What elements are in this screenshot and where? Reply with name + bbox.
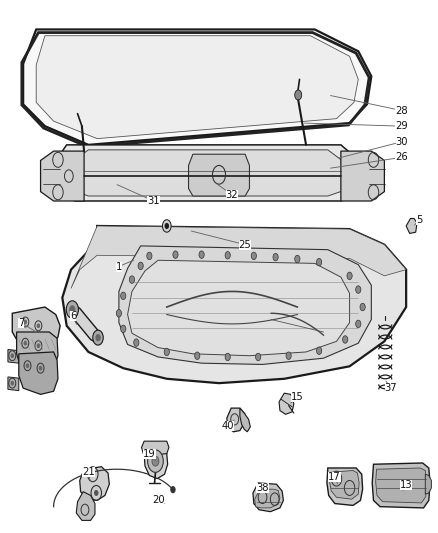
Text: 30: 30 xyxy=(396,137,408,147)
Polygon shape xyxy=(127,260,350,356)
Polygon shape xyxy=(279,393,294,414)
Circle shape xyxy=(93,330,103,345)
Circle shape xyxy=(343,336,348,343)
Text: 38: 38 xyxy=(256,483,269,493)
Polygon shape xyxy=(19,352,58,394)
Circle shape xyxy=(356,320,361,328)
Circle shape xyxy=(194,352,200,359)
Text: 13: 13 xyxy=(400,480,413,490)
Circle shape xyxy=(273,253,278,261)
Circle shape xyxy=(24,320,27,324)
Circle shape xyxy=(66,301,78,318)
Text: 31: 31 xyxy=(148,196,160,206)
Circle shape xyxy=(148,450,163,472)
Text: 28: 28 xyxy=(396,106,408,116)
Circle shape xyxy=(138,262,143,270)
Text: 40: 40 xyxy=(222,421,234,431)
Polygon shape xyxy=(49,145,367,201)
Circle shape xyxy=(162,220,171,232)
Circle shape xyxy=(24,341,27,345)
Polygon shape xyxy=(71,226,406,288)
Circle shape xyxy=(255,353,261,361)
Circle shape xyxy=(286,352,291,359)
Polygon shape xyxy=(62,226,406,383)
Text: 20: 20 xyxy=(152,495,164,505)
Circle shape xyxy=(147,252,152,260)
Circle shape xyxy=(360,303,365,311)
Polygon shape xyxy=(376,468,427,503)
Polygon shape xyxy=(141,441,169,456)
Polygon shape xyxy=(80,467,110,500)
Circle shape xyxy=(171,487,175,493)
Polygon shape xyxy=(188,154,250,196)
Polygon shape xyxy=(69,304,102,343)
Circle shape xyxy=(152,456,159,466)
Text: 19: 19 xyxy=(143,449,156,458)
Circle shape xyxy=(251,252,256,260)
Circle shape xyxy=(295,255,300,263)
Circle shape xyxy=(116,310,121,317)
Polygon shape xyxy=(341,151,385,201)
Circle shape xyxy=(173,251,178,259)
Polygon shape xyxy=(254,489,280,508)
Text: 25: 25 xyxy=(239,240,251,249)
Circle shape xyxy=(39,366,42,370)
Circle shape xyxy=(37,324,40,328)
Circle shape xyxy=(120,325,126,333)
Text: 26: 26 xyxy=(396,152,408,163)
Circle shape xyxy=(356,286,361,293)
Circle shape xyxy=(37,344,40,348)
Polygon shape xyxy=(372,463,430,508)
Text: 15: 15 xyxy=(291,392,304,402)
Circle shape xyxy=(26,364,29,368)
Text: 21: 21 xyxy=(82,467,95,478)
Circle shape xyxy=(317,347,322,354)
Circle shape xyxy=(95,490,98,496)
Circle shape xyxy=(317,259,322,266)
Circle shape xyxy=(199,251,204,259)
Circle shape xyxy=(165,223,169,229)
Circle shape xyxy=(91,472,95,477)
Polygon shape xyxy=(406,219,417,233)
Circle shape xyxy=(70,306,75,313)
Circle shape xyxy=(11,354,14,358)
Polygon shape xyxy=(36,36,358,139)
Circle shape xyxy=(347,272,352,280)
Text: 32: 32 xyxy=(226,190,238,200)
Circle shape xyxy=(134,339,139,346)
Text: 29: 29 xyxy=(396,121,408,131)
Polygon shape xyxy=(41,151,84,201)
Polygon shape xyxy=(253,483,283,512)
Polygon shape xyxy=(329,471,359,499)
Circle shape xyxy=(11,381,14,385)
Polygon shape xyxy=(327,468,363,505)
Polygon shape xyxy=(76,491,95,520)
Polygon shape xyxy=(119,246,371,365)
Polygon shape xyxy=(8,350,19,363)
Polygon shape xyxy=(240,408,251,432)
Circle shape xyxy=(164,348,170,356)
Circle shape xyxy=(120,292,126,300)
Polygon shape xyxy=(227,408,245,432)
Polygon shape xyxy=(8,377,19,391)
Text: 37: 37 xyxy=(385,383,397,393)
Circle shape xyxy=(225,252,230,259)
Polygon shape xyxy=(12,307,60,350)
Circle shape xyxy=(295,90,302,100)
Circle shape xyxy=(96,335,100,341)
Polygon shape xyxy=(144,443,168,479)
Polygon shape xyxy=(23,29,371,145)
Text: 5: 5 xyxy=(416,215,422,225)
Circle shape xyxy=(225,353,230,361)
Circle shape xyxy=(129,276,134,284)
Polygon shape xyxy=(425,474,431,494)
Text: 6: 6 xyxy=(70,311,76,321)
Text: 17: 17 xyxy=(328,472,341,482)
Text: 7: 7 xyxy=(18,318,24,328)
Text: 1: 1 xyxy=(116,262,122,271)
Polygon shape xyxy=(17,332,58,376)
Polygon shape xyxy=(67,150,350,196)
